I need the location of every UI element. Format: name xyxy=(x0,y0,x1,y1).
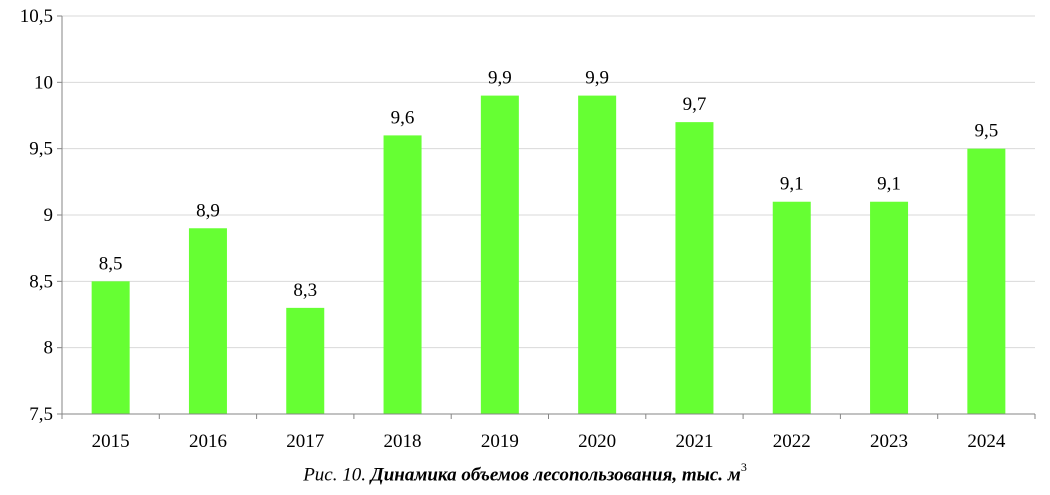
data-label-2020: 9,9 xyxy=(585,68,609,89)
x-tick-label-2015: 2015 xyxy=(92,431,130,452)
y-tick-label: 8,5 xyxy=(29,271,53,292)
y-tick-label: 9,5 xyxy=(29,139,53,160)
bar-2021 xyxy=(675,122,714,414)
y-tick-label: 7,5 xyxy=(29,404,53,425)
data-label-2023: 9,1 xyxy=(877,174,901,195)
data-label-2015: 8,5 xyxy=(99,253,123,274)
x-tick-label-2016: 2016 xyxy=(189,431,227,452)
data-label-2017: 8,3 xyxy=(293,280,317,301)
x-tick-label-2022: 2022 xyxy=(773,431,811,452)
data-label-2021: 9,7 xyxy=(683,94,707,115)
bar-2018 xyxy=(383,135,422,414)
bar-2016 xyxy=(188,228,227,414)
bar-2024 xyxy=(967,148,1006,414)
x-tick-label-2019: 2019 xyxy=(481,431,519,452)
data-label-2016: 8,9 xyxy=(196,200,220,221)
bar-2022 xyxy=(772,201,811,414)
caption-prefix: Рис. 10. xyxy=(303,464,366,486)
x-tick-label-2018: 2018 xyxy=(384,431,422,452)
x-tick-label-2020: 2020 xyxy=(578,431,616,452)
x-tick-label-2017: 2017 xyxy=(286,431,324,452)
bar-2019 xyxy=(480,95,519,414)
bar-2023 xyxy=(870,201,909,414)
caption-superscript: 3 xyxy=(740,460,747,474)
data-label-2019: 9,9 xyxy=(488,68,512,89)
x-tick-label-2024: 2024 xyxy=(967,431,1006,452)
data-label-2024: 9,5 xyxy=(974,121,998,142)
x-tick-label-2023: 2023 xyxy=(870,431,908,452)
bar-2020 xyxy=(578,95,617,414)
x-tick-label-2021: 2021 xyxy=(675,431,713,452)
bar-2017 xyxy=(286,307,325,414)
y-tick-label: 10 xyxy=(34,72,53,93)
data-label-2022: 9,1 xyxy=(780,174,804,195)
caption-title: Динамика объемов лесопользования, тыс. м xyxy=(370,464,741,486)
data-labels: 8,5 8,9 8,3 9,6 9,9 9,9 9,7 9,1 9,1 9,5 xyxy=(99,68,998,301)
x-axis-tick-labels: 2015 2016 2017 2018 2019 2020 2021 2022 2023 2024 xyxy=(92,431,1006,452)
data-label-2018: 9,6 xyxy=(391,107,415,128)
bars xyxy=(91,95,1006,414)
y-tick-label: 10,5 xyxy=(20,6,53,27)
figure-caption: Рис. 10. Динамика объемов лесопользовани… xyxy=(0,460,1050,486)
y-axis-tick-labels: 7,5 8 8,5 9 9,5 10 10,5 xyxy=(20,6,53,425)
y-tick-label: 8 xyxy=(44,338,54,359)
bar-2015 xyxy=(91,281,130,414)
y-tick-label: 9 xyxy=(44,205,54,226)
axes xyxy=(57,15,1036,419)
